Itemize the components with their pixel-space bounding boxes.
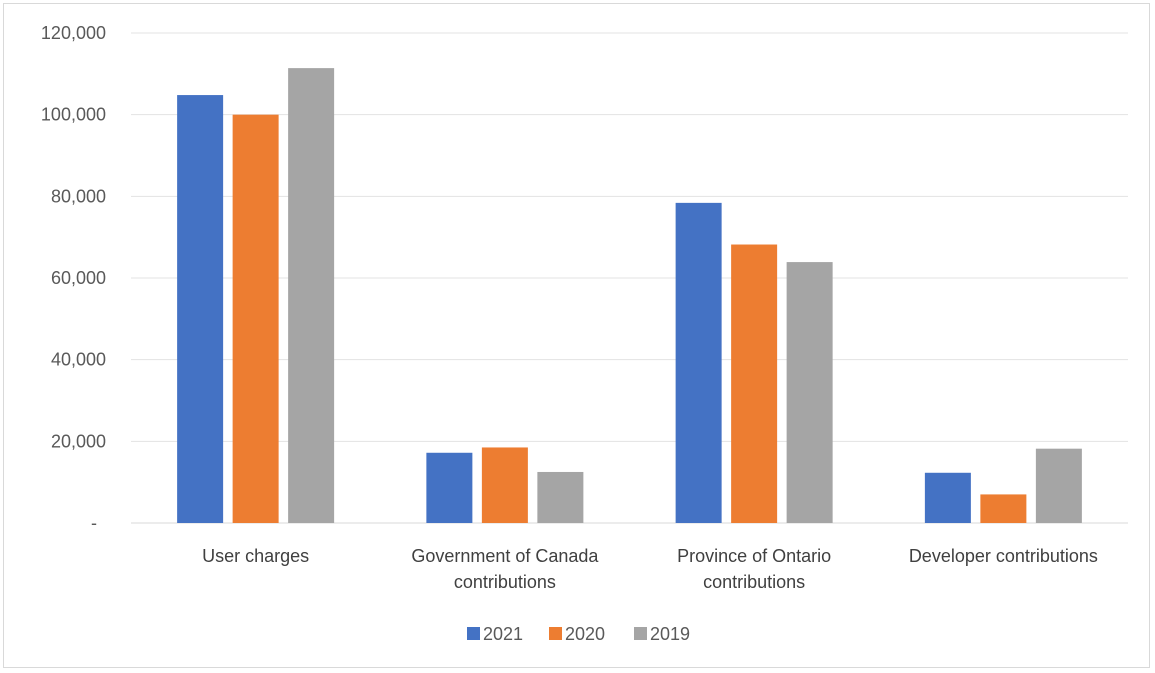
bar-2021-1 <box>177 95 224 524</box>
x-category-label: Province of Ontario <box>677 546 831 566</box>
bar-2019-4 <box>1035 448 1082 523</box>
legend-label: 2019 <box>650 624 690 644</box>
x-category-label: Government of Canada <box>411 546 599 566</box>
legend-swatch-2020 <box>549 627 562 640</box>
y-tick-label: 40,000 <box>51 350 106 370</box>
bar-2021-3 <box>675 202 722 523</box>
bar-2020-2 <box>481 447 528 523</box>
y-tick-label: 80,000 <box>51 186 106 206</box>
bar-2020-4 <box>980 494 1027 523</box>
y-tick-label: 100,000 <box>41 105 106 125</box>
y-tick-label: 120,000 <box>41 23 106 43</box>
bar-2019-3 <box>786 262 833 523</box>
legend-swatch-2019 <box>634 627 647 640</box>
y-tick-label: 20,000 <box>51 431 106 451</box>
x-category-label: Developer contributions <box>909 546 1098 566</box>
legend-swatch-2021 <box>467 627 480 640</box>
bar-2021-2 <box>426 452 473 523</box>
bar-2021-4 <box>924 472 971 523</box>
x-category-label: User charges <box>202 546 309 566</box>
bar-2020-3 <box>731 244 778 523</box>
bar-2020-1 <box>232 114 279 524</box>
x-category-label: contributions <box>703 572 805 592</box>
bar-2019-1 <box>288 68 335 523</box>
legend-label: 2020 <box>565 624 605 644</box>
x-category-label: contributions <box>454 572 556 592</box>
y-tick-label: 60,000 <box>51 268 106 288</box>
y-tick-label: - <box>91 513 97 533</box>
legend-label: 2021 <box>483 624 523 644</box>
bar-2019-2 <box>537 471 584 523</box>
